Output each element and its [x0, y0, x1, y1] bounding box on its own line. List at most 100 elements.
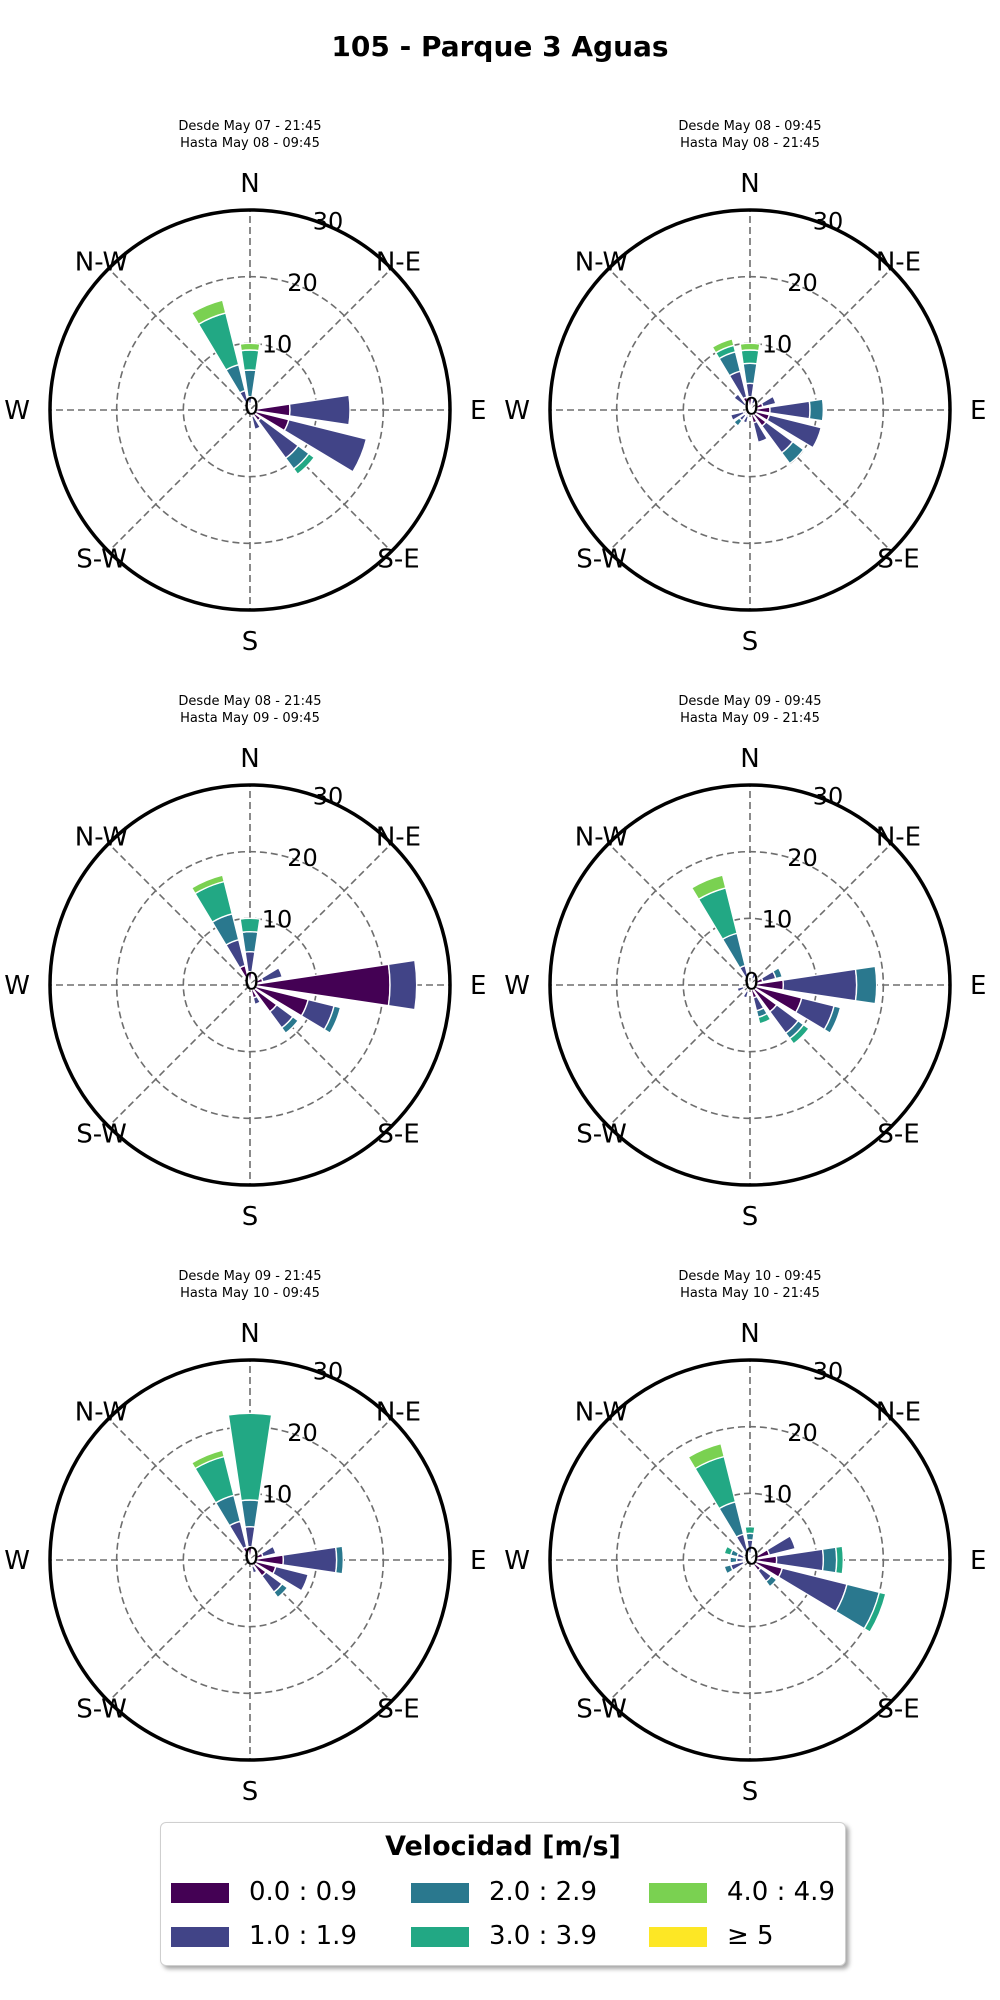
wind-bar-segment [729, 1556, 738, 1564]
angular-gridline [608, 1418, 751, 1561]
radial-tick-label: 0 [744, 392, 759, 420]
angular-gridline [249, 843, 392, 986]
radial-tick-label: 20 [787, 844, 818, 872]
subtitle-to: Hasta May 10 - 21:45 [680, 1286, 820, 1301]
legend-item-3: 3.0 : 3.9 [411, 1919, 631, 1953]
subtitle-from: Desde May 09 - 09:45 [678, 694, 822, 709]
radial-gridline [615, 275, 885, 545]
angular-gridline [108, 1418, 251, 1561]
subtitle-from: Desde May 07 - 21:45 [178, 119, 322, 134]
wind-bar-segment [823, 1005, 842, 1035]
wind-bar-segment [729, 410, 746, 422]
wind-bar-segment [723, 1563, 734, 1575]
wind-bar-segment [736, 985, 746, 993]
wind-bar-segment [334, 1545, 345, 1575]
direction-label: N-E [376, 248, 421, 278]
wind-bar-segment [821, 1546, 838, 1574]
wind-bar-segment [250, 1564, 258, 1574]
legend-label: 4.0 : 4.9 [727, 1877, 835, 1907]
angular-gridline [608, 409, 751, 552]
panel-subtitle: Desde May 09 - 21:45 Hasta May 10 - 09:45 [0, 1268, 500, 1302]
direction-label: W [4, 1546, 30, 1576]
direction-label: N [740, 744, 759, 774]
wind-bar-segment [323, 1005, 342, 1035]
radial-tick-label: 10 [262, 1481, 293, 1509]
outer-ring [48, 1358, 452, 1762]
outer-ring [48, 208, 452, 612]
radial-tick-label: 30 [813, 208, 844, 236]
angular-gridline [749, 268, 892, 411]
wind-bar-segment [280, 1015, 300, 1035]
wind-bar-segment [775, 1548, 825, 1572]
angular-gridline [608, 843, 751, 986]
windrose-plot: 0 10 20 30 N N-E E S-E S S-W W N-W [504, 169, 986, 657]
legend-label: ≥ 5 [727, 1921, 774, 1951]
wind-bar-segment [227, 1412, 273, 1502]
wind-bar-segment [863, 1591, 887, 1634]
windrose-panel: Desde May 10 - 09:45 Hasta May 10 - 21:45… [500, 1268, 1000, 1838]
outer-ring [548, 783, 952, 1187]
wind-bar-segment [249, 963, 391, 1007]
radial-tick-label: 30 [313, 783, 344, 811]
subtitle-to: Hasta May 08 - 21:45 [680, 136, 820, 151]
legend-label: 1.0 : 1.9 [249, 1921, 357, 1951]
wind-bar-segment [190, 299, 227, 326]
legend-item-1: 1.0 : 1.9 [171, 1919, 391, 1953]
legend-title: Velocidad [m/s] [385, 1831, 621, 1862]
wind-bar-segment [760, 395, 777, 408]
wind-bar-segment [771, 966, 784, 980]
radial-gridline [615, 1425, 885, 1695]
radial-gridline [115, 275, 385, 545]
legend: Velocidad [m/s] 0.0 : 0.9 1.0 : 1.9 2.0 … [160, 1822, 846, 1966]
wind-bar-segment [788, 1023, 810, 1045]
wind-bar-segment [723, 1545, 734, 1557]
wind-bar-segment [240, 349, 260, 372]
direction-label: W [504, 396, 530, 426]
subtitle-to: Hasta May 08 - 09:45 [180, 136, 320, 151]
direction-label: S-E [377, 544, 419, 574]
panel-subtitle: Desde May 07 - 21:45 Hasta May 08 - 09:45 [0, 118, 500, 152]
angular-gridline [108, 843, 251, 986]
outer-ring [548, 1358, 952, 1762]
wind-bar-segment [241, 930, 259, 953]
panel-subtitle: Desde May 09 - 09:45 Hasta May 09 - 21:45 [500, 693, 1000, 727]
direction-label: S-W [576, 1694, 627, 1724]
direction-label: N-W [75, 1398, 129, 1428]
angular-gridline [108, 984, 251, 1127]
wind-bar-segment [260, 1545, 277, 1558]
wind-bar-segment [750, 971, 758, 981]
wind-bar-segment [240, 1499, 260, 1528]
wind-bar-segment [757, 1012, 772, 1025]
angular-gridline [249, 268, 392, 411]
wind-bar-segment [764, 1574, 778, 1588]
chart-title: 105 - Parque 3 Aguas [331, 30, 669, 63]
angular-gridline [749, 1418, 892, 1561]
direction-label: E [970, 396, 986, 426]
direction-label: S-E [877, 544, 919, 574]
radial-tick-label: 10 [762, 1481, 793, 1509]
wind-bar-segment [745, 1532, 755, 1542]
radial-gridline [615, 850, 885, 1120]
radial-tick-label: 0 [244, 967, 259, 995]
radial-tick-label: 30 [813, 783, 844, 811]
wind-bar-segment [711, 337, 735, 354]
direction-label: N-E [876, 823, 921, 853]
wind-bar-segment [387, 959, 418, 1011]
wind-bar-segment [250, 414, 262, 431]
direction-label: S-W [76, 1119, 127, 1149]
radial-tick-label: 10 [262, 331, 293, 359]
subtitle-to: Hasta May 09 - 21:45 [680, 711, 820, 726]
wind-bar-segment [777, 1567, 848, 1613]
direction-label: N-W [575, 248, 629, 278]
panel-subtitle: Desde May 10 - 09:45 Hasta May 10 - 21:45 [500, 1268, 1000, 1302]
direction-label: S [242, 1202, 259, 1232]
angular-gridline [608, 1559, 751, 1702]
legend-label: 3.0 : 3.9 [489, 1921, 597, 1951]
wind-bar-segment [808, 398, 825, 422]
wind-bar-segment [271, 1565, 310, 1592]
direction-label: S [242, 1777, 259, 1807]
direction-label: E [470, 1546, 486, 1576]
wind-bar-segment [283, 418, 368, 473]
windrose-plot: 0 10 20 30 N N-E E S-E S S-W W N-W [4, 1319, 486, 1807]
angular-gridline [249, 1418, 392, 1561]
